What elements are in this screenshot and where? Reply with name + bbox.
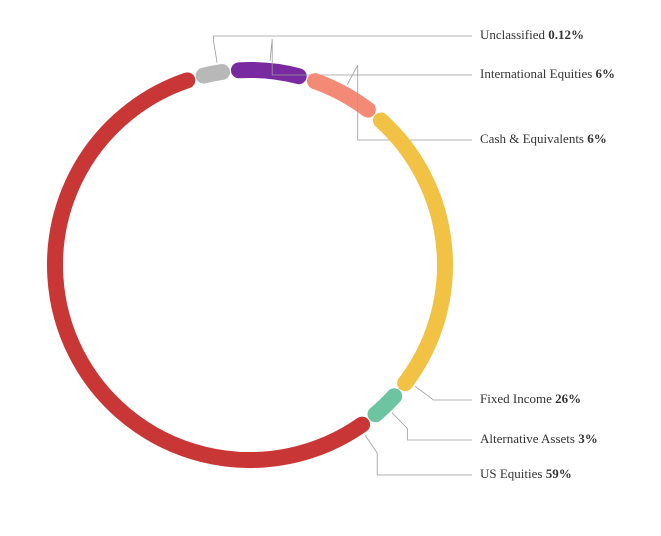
slice-label-value: 0.12% (548, 27, 584, 42)
slice-label-value: 59% (546, 466, 572, 481)
slice-cash-equivalents (315, 81, 368, 110)
slice-label-value: 26% (555, 391, 581, 406)
slice-label: Unclassified 0.12% (480, 27, 584, 43)
slice-label-value: 6% (596, 66, 616, 81)
slice-label-value: 6% (587, 131, 607, 146)
slice-label-name: Fixed Income (480, 391, 552, 406)
slice-label: Cash & Equivalents 6% (480, 131, 607, 147)
slice-label-name: International Equities (480, 66, 592, 81)
slice-label-name: US Equities (480, 466, 542, 481)
slice-label: US Equities 59% (480, 466, 572, 482)
donut-chart: Unclassified 0.12% International Equities… (0, 0, 661, 536)
slice-label: International Equities 6% (480, 66, 615, 82)
slice-alternative-assets (376, 396, 395, 414)
slice-label-name: Alternative Assets (480, 431, 575, 446)
slice-label-value: 3% (578, 431, 598, 446)
slice-label-name: Unclassified (480, 27, 545, 42)
slice-label: Fixed Income 26% (480, 391, 581, 407)
slice-us-equities (55, 80, 362, 460)
slice-label: Alternative Assets 3% (480, 431, 598, 447)
leader-line (214, 36, 472, 63)
leader-line (392, 413, 472, 440)
slice-fixed-income (381, 121, 445, 384)
leader-line (365, 435, 472, 475)
slice-unclassified (204, 72, 222, 76)
slice-label-name: Cash & Equivalents (480, 131, 584, 146)
leader-line (415, 386, 472, 400)
